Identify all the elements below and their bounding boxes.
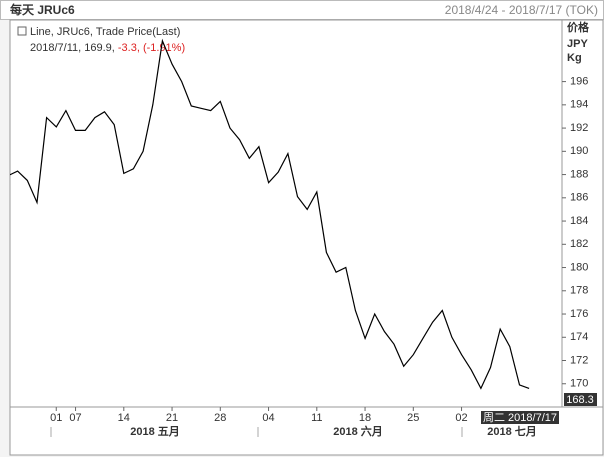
header-title: 每天 JRUc6 [10,2,75,17]
y-tick-label: 186 [570,192,588,204]
legend-point-text: 2018/7/11, 169.9, [30,42,118,54]
header-range: 2018/4/24 - 2018/7/17 (TOK) [445,3,598,17]
x-tick-label: 14 [118,412,130,424]
x-tick-label: 01 [50,412,62,424]
x-tick-label: 11 [311,412,322,424]
y-tick-label: 180 [570,261,588,273]
month-label: 2018 七月 [487,424,537,438]
y-tick-label: 176 [570,308,588,320]
y-tick-label: 190 [570,145,588,157]
cursor-box [481,411,559,424]
y-tick-label: 194 [570,99,588,111]
y-tick-label: 174 [570,331,588,343]
plot-layer [10,38,530,390]
y-tick-label: 196 [570,76,588,88]
x-tick-label: 18 [359,412,371,424]
x-tick-label: 04 [262,412,274,424]
last-value: 168.3 [566,394,594,406]
month-label: 2018 六月 [333,424,383,438]
axis-unit: 价格 [567,20,590,34]
legend-point: 2018/7/11, 169.9, -3.3, (-1.91%) [30,42,185,54]
y-tick-label: 172 [570,354,588,366]
y-tick-label: 178 [570,285,588,297]
x-tick-label: 28 [214,412,226,424]
x-tick-label: 07 [69,412,81,424]
axis-unit: JPY [567,38,588,50]
plot-area [9,19,563,408]
cursor-label: 周二 2018/7/17 [483,411,557,424]
x-tick-label: 21 [166,412,178,424]
y-tick-label: 182 [570,238,588,250]
month-label: 2018 五月 [130,425,180,438]
last-value-box [564,393,597,406]
legend-icon [17,26,27,36]
legend-change: -3.3, (-1.91%) [118,42,185,54]
legend-series: Line, JRUc6, Trade Price(Last) [30,26,180,38]
price-line [10,38,530,390]
y-tick-label: 184 [570,215,588,227]
x-tick-label: 02 [455,412,467,424]
y-tick-label: 188 [570,168,588,180]
y-tick-label: 192 [570,122,588,134]
x-tick-label: 25 [407,412,419,424]
y-tick-label: 170 [570,378,588,390]
axis-unit: Kg [567,52,582,64]
